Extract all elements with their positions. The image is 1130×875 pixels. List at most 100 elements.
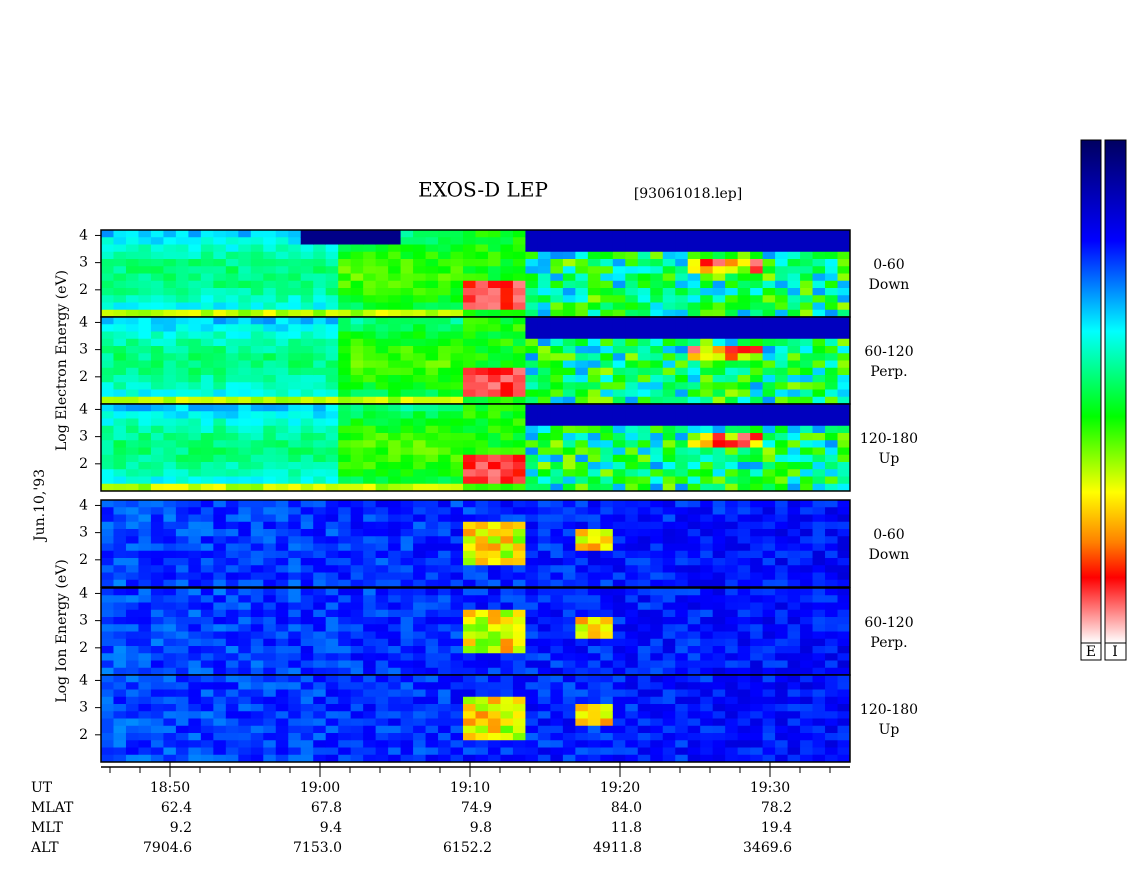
spectrogram-cell [675,389,689,398]
spectrogram-cell [113,454,127,463]
spectrogram-cell [512,433,526,441]
spectrogram-cell [125,251,139,260]
spectrogram-cell [600,507,614,515]
spectrogram-cell [525,375,539,383]
spectrogram-cell [275,631,289,640]
spectrogram-cell [150,704,164,712]
spectrogram-cell [737,617,751,625]
spectrogram-cell [562,588,576,596]
spectrogram-cell [263,550,277,559]
spectrogram-cell [737,433,751,441]
spectrogram-cell [400,521,414,530]
spectrogram-cell [125,288,139,296]
spectrogram-cell [400,588,414,596]
spectrogram-cell [775,331,789,340]
spectrogram-cell [238,462,252,470]
spectrogram-cell [537,360,551,369]
spectrogram-cell [487,565,501,573]
spectrogram-cell [650,396,664,405]
spectrogram-cell [787,602,801,611]
spectrogram-cell [775,389,789,398]
spectrogram-cell [800,280,814,289]
spectrogram-cell [275,389,289,398]
spectrogram-cell [425,631,439,640]
spectrogram-cell [350,579,364,588]
spectrogram-cell [550,266,564,274]
spectrogram-cell [537,338,551,347]
spectrogram-cell [350,483,364,492]
spectrogram-cell [675,353,689,361]
spectrogram-cell [475,624,489,632]
spectrogram-cell [487,288,501,296]
spectrogram-cell [338,595,352,603]
spectrogram-cell [687,295,701,303]
spectrogram-cell [275,711,289,719]
spectrogram-cell [587,476,601,485]
spectrogram-cell [537,754,551,763]
spectrogram-cell [413,288,427,296]
spectrogram-cell [762,230,776,238]
spectrogram-cell [263,682,277,690]
spectrogram-cell [837,396,851,405]
spectrogram-cell [175,740,189,748]
spectrogram-cell [512,302,526,311]
spectrogram-cell [363,404,377,412]
spectrogram-cell [388,382,402,390]
spectrogram-cell [775,653,789,661]
spectrogram-cell [225,754,239,763]
spectrogram-cell [200,595,214,603]
spectrogram-cell [138,609,152,618]
spectrogram-cell [612,682,626,690]
spectrogram-cell [213,500,227,508]
spectrogram-cell [263,579,277,588]
spectrogram-cell [388,367,402,376]
spectrogram-cell [338,682,352,690]
spectrogram-cell [400,631,414,640]
spectrogram-cell [575,543,589,552]
spectrogram-cell [812,631,826,640]
spectrogram-cell [413,331,427,340]
ephemeris-value: 9.4 [320,820,342,836]
spectrogram-cell [213,302,227,311]
spectrogram-cell [537,624,551,632]
spectrogram-cell [812,375,826,383]
spectrogram-cell [587,273,601,282]
spectrogram-cell [512,754,526,763]
spectrogram-cell [675,667,689,676]
spectrogram-cell [525,280,539,289]
spectrogram-cell [138,404,152,412]
spectrogram-cell [700,638,714,647]
spectrogram-cell [700,389,714,398]
spectrogram-cell [487,483,501,492]
spectrogram-cell [812,244,826,253]
spectrogram-cell [413,259,427,267]
spectrogram-cell [450,259,464,267]
spectrogram-cell [150,725,164,734]
spectrogram-cell [500,309,514,318]
spectrogram-cell [101,273,114,282]
spectrogram-cell [825,521,839,530]
spectrogram-cell [400,682,414,690]
spectrogram-cell [225,433,239,441]
spectrogram-cell [388,536,402,544]
spectrogram-cell [213,360,227,369]
spectrogram-cell [800,411,814,419]
spectrogram-cell [400,404,414,412]
spectrogram-cell [200,404,214,412]
spectrogram-cell [487,682,501,690]
spectrogram-cell [762,653,776,661]
spectrogram-cell [363,704,377,712]
spectrogram-cell [562,440,576,448]
spectrogram-cell [612,740,626,748]
spectrogram-cell [637,273,651,282]
spectrogram-cell [550,483,564,492]
spectrogram-cell [250,521,264,530]
spectrogram-cell [825,454,839,463]
spectrogram-cell [625,317,639,325]
spectrogram-cell [825,595,839,603]
spectrogram-cell [338,273,352,282]
spectrogram-cell [250,550,264,559]
spectrogram-cell [450,346,464,354]
spectrogram-cell [687,660,701,669]
spectrogram-cell [363,280,377,289]
